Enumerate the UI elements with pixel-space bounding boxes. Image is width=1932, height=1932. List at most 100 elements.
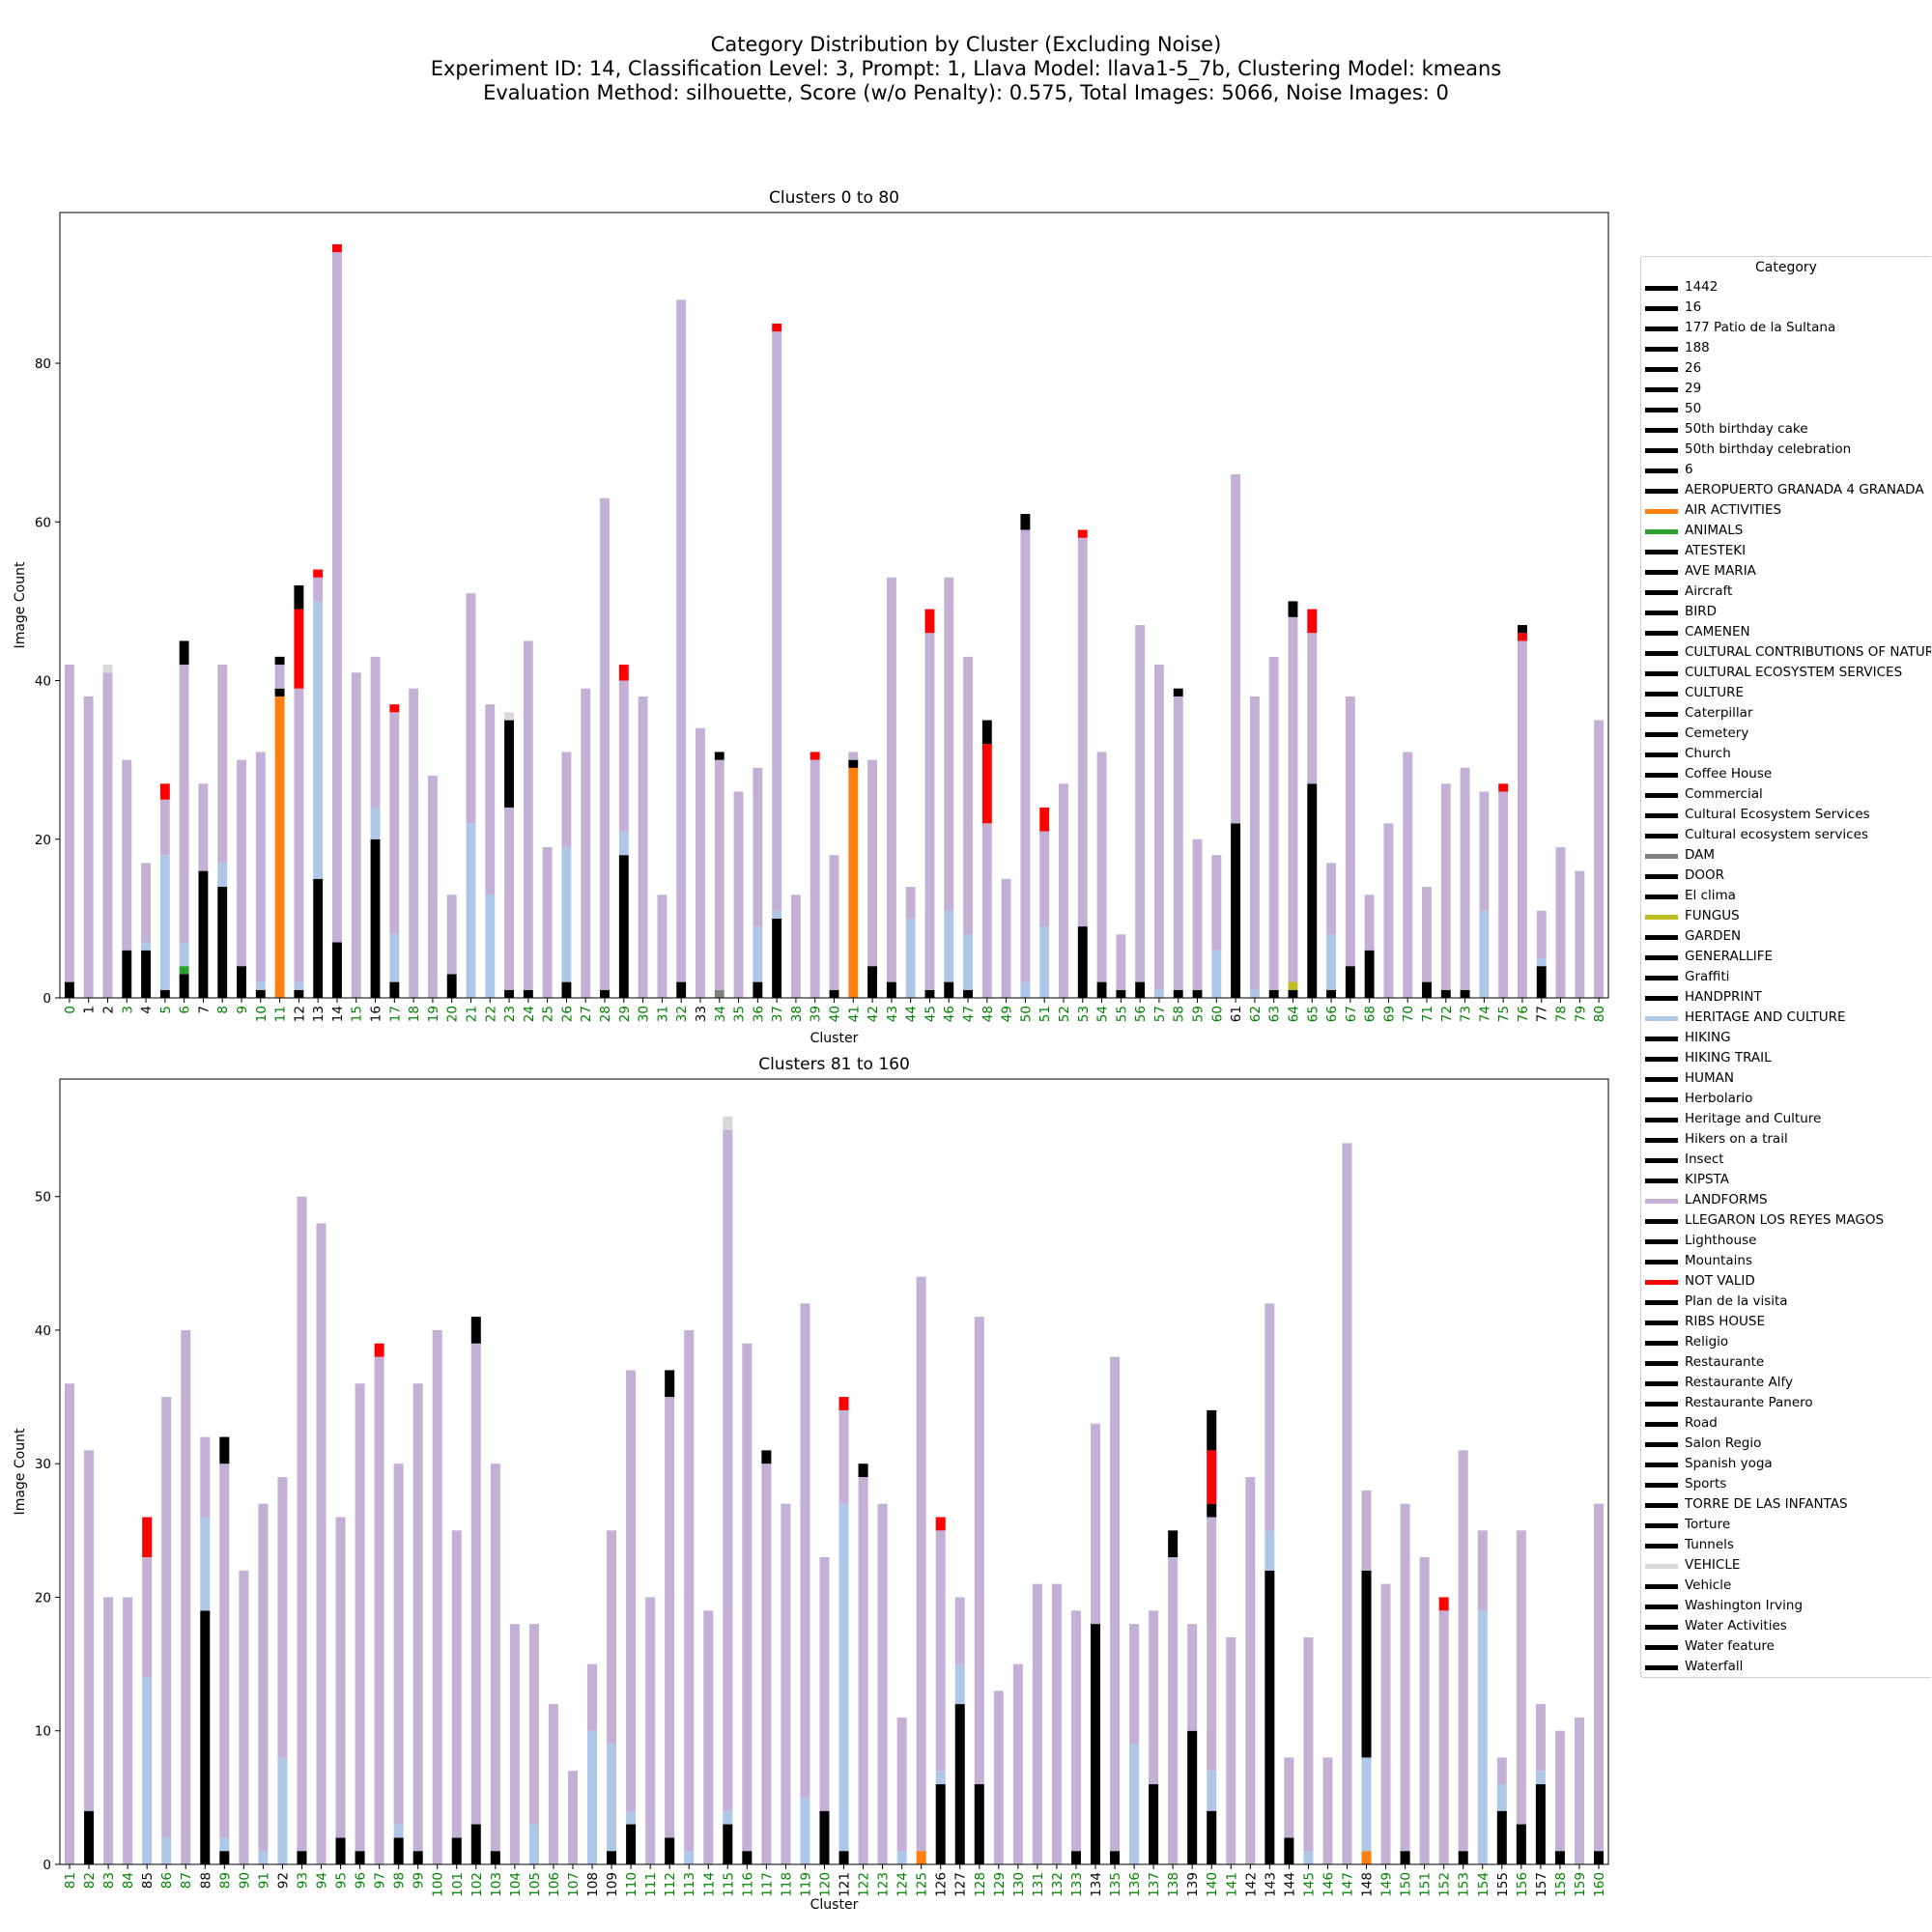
x-tick-label: 104 [508, 1872, 524, 1897]
legend-entry: Graffiti [1641, 968, 1931, 987]
bar-segment [219, 1851, 230, 1864]
bar-segment [1110, 1851, 1121, 1864]
bar-segment [141, 950, 152, 998]
legend-label: HERITAGE AND CULTURE [1685, 1009, 1846, 1025]
legend-entry: Plan de la visita [1641, 1293, 1931, 1312]
bar-segment [355, 1851, 365, 1864]
x-tick-label: 15 [350, 1006, 365, 1022]
bar-segment [389, 981, 400, 998]
legend-entry: Heritage and Culture [1641, 1110, 1931, 1129]
bar-segment [829, 855, 839, 990]
legend-label: Graffiti [1685, 969, 1730, 984]
figure-title: Category Distribution by Cluster (Exclud… [0, 33, 1932, 105]
bar-segment [1364, 950, 1375, 998]
bar-segment [753, 981, 763, 998]
legend-label: KIPSTA [1685, 1172, 1729, 1187]
x-tick-label: 109 [605, 1872, 620, 1897]
legend-swatch [1645, 1665, 1678, 1670]
bar-segment [618, 680, 629, 832]
legend-swatch [1645, 1503, 1678, 1508]
x-tick-label: 98 [392, 1872, 408, 1889]
legend-label: Sports [1685, 1476, 1727, 1492]
x-tick-label: 88 [198, 1872, 213, 1889]
x-tick-label: 147 [1340, 1872, 1355, 1897]
bar-segment [944, 981, 954, 998]
bar-segment [1535, 1704, 1546, 1772]
bar-segment [1032, 1583, 1042, 1864]
bar-segment [332, 942, 342, 998]
bar-segment [277, 1477, 288, 1758]
bar-segment [723, 1116, 733, 1130]
legend-swatch [1645, 428, 1678, 433]
bar-segment [255, 752, 266, 982]
bar-segment [466, 593, 476, 824]
legend-label: RIBS HOUSE [1685, 1314, 1766, 1329]
bar-segment [1438, 1610, 1449, 1864]
bar-segment [1077, 529, 1088, 538]
bar-segment [355, 1383, 365, 1852]
legend-swatch [1645, 1077, 1678, 1082]
legend-swatch [1645, 1118, 1678, 1122]
bar-segment [1268, 656, 1279, 990]
legend-entry: NOT VALID [1641, 1272, 1931, 1292]
bar-segment [1364, 895, 1375, 951]
bar-segment [1288, 989, 1298, 998]
legend-swatch [1645, 1300, 1678, 1305]
x-tick-label: 76 [1516, 1006, 1531, 1022]
legend-swatch [1645, 1544, 1678, 1548]
bar-segment [1593, 1503, 1604, 1852]
bar-segment [294, 989, 304, 998]
bar-segment [528, 1824, 539, 1864]
x-tick-label: 39 [809, 1006, 824, 1022]
bar-segment [274, 696, 285, 998]
x-tick-label: 65 [1305, 1006, 1321, 1022]
bar-segment [313, 878, 324, 998]
bar-segment [122, 759, 132, 951]
bar-segment [800, 1303, 810, 1798]
legend-label: Coffee House [1685, 766, 1773, 781]
bar-segment [944, 910, 954, 982]
x-tick-label: 57 [1152, 1006, 1168, 1022]
bar-segment [1593, 1851, 1604, 1864]
legend-entry: Waterfall [1641, 1658, 1931, 1677]
x-tick-label: 114 [701, 1872, 717, 1897]
bar-segment [1077, 926, 1088, 998]
bar-segment [523, 640, 533, 990]
x-tick-label: 62 [1248, 1006, 1264, 1022]
x-tick-label: 73 [1459, 1006, 1474, 1022]
x-tick-label: 74 [1477, 1006, 1492, 1022]
legend-entry: GARDEN [1641, 927, 1931, 947]
bar-segment [1288, 981, 1298, 990]
bar-segment [198, 783, 209, 871]
x-tick-label: 68 [1363, 1006, 1378, 1022]
bar-segment [561, 752, 572, 847]
x-tick-label: 151 [1418, 1872, 1434, 1897]
bar-segment [1090, 1624, 1101, 1864]
legend-label: 50 [1685, 401, 1702, 416]
bar-segment [916, 1276, 926, 1852]
legend-entry: 50 [1641, 400, 1931, 419]
legend-entry: HUMAN [1641, 1069, 1931, 1089]
x-tick-label: 127 [953, 1872, 969, 1897]
y-axis-label: Image Count [13, 1428, 28, 1515]
legend-swatch [1645, 915, 1678, 920]
x-tick-label: 22 [483, 1006, 498, 1022]
x-tick-label: 160 [1592, 1872, 1607, 1897]
x-tick-label: 128 [973, 1872, 988, 1897]
bar-segment [867, 759, 878, 967]
bar-segment [1020, 981, 1031, 998]
x-tick-label: 4 [139, 1006, 155, 1014]
legend-entry: VEHICLE [1641, 1556, 1931, 1576]
x-tick-label: 78 [1554, 1006, 1570, 1022]
bar-segment [1173, 989, 1183, 998]
bar-segment [142, 1556, 153, 1678]
bar-segment [838, 1503, 849, 1852]
bar-segment [645, 1597, 656, 1864]
x-tick-label: 150 [1399, 1872, 1414, 1897]
bar-segment [561, 846, 572, 982]
legend-label: 188 [1685, 340, 1710, 355]
bar-segment [819, 1810, 830, 1864]
legend-swatch [1645, 611, 1678, 615]
bar-segment [548, 1704, 558, 1864]
x-tick-label: 61 [1229, 1006, 1244, 1022]
